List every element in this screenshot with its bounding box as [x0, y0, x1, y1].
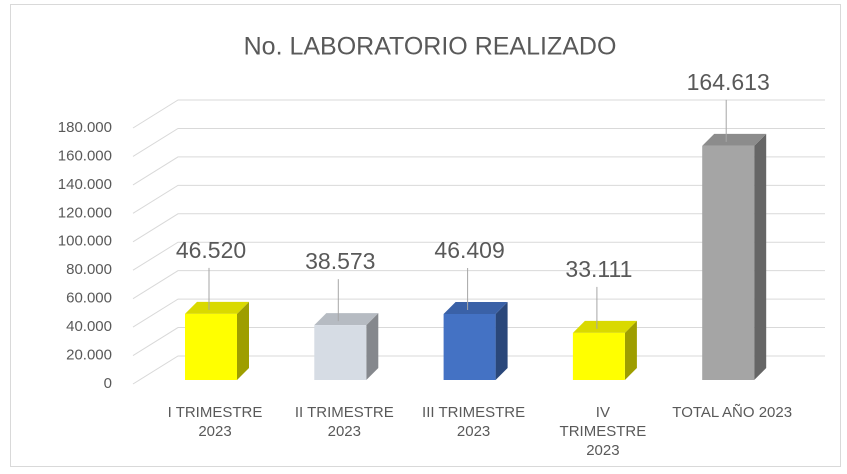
y-tick-label: 100.000 — [58, 233, 112, 250]
y-tick-label: 60.000 — [66, 290, 112, 307]
chart-title: No. LABORATORIO REALIZADO — [244, 33, 617, 61]
y-tick-label: 80.000 — [66, 261, 112, 278]
value-label: 33.111 — [565, 256, 632, 282]
bar — [185, 301, 249, 380]
x-tick-label: TOTAL AÑO 2023 — [672, 404, 793, 421]
grid-line — [132, 241, 825, 271]
bar-top — [443, 301, 508, 314]
bar-front — [702, 145, 755, 380]
bar-side — [237, 301, 249, 380]
value-label: 46.520 — [176, 237, 246, 263]
bar — [702, 133, 767, 380]
y-tick-label: 160.000 — [58, 147, 112, 164]
bar-top — [572, 320, 637, 333]
bar-top — [702, 133, 767, 146]
bar-front — [572, 332, 625, 380]
value-label: 164.613 — [687, 69, 770, 95]
value-label: 46.409 — [434, 237, 504, 263]
bar — [314, 313, 379, 380]
bar-side — [366, 313, 379, 380]
bar — [572, 320, 637, 380]
grid-line — [132, 99, 825, 129]
bar-side — [754, 133, 767, 380]
bar-side — [624, 320, 637, 380]
y-tick-label: 180.000 — [58, 119, 112, 136]
chart-border — [10, 4, 841, 467]
value-label: 38.573 — [305, 248, 375, 274]
bar — [443, 301, 508, 380]
grid-line — [132, 156, 825, 186]
grid-line — [132, 270, 825, 300]
y-tick-label: 20.000 — [66, 347, 112, 364]
grid-line — [132, 213, 825, 243]
grid-line — [132, 127, 825, 157]
x-tick-label: I TRIMESTRE 2023 — [167, 404, 263, 440]
bar-side — [495, 301, 508, 380]
grid-line — [132, 184, 825, 214]
bar-top — [314, 313, 379, 326]
y-tick-label: 120.000 — [58, 204, 112, 221]
y-tick-label: 40.000 — [66, 318, 112, 335]
y-tick-label: 0 — [104, 375, 112, 392]
bar-front — [185, 313, 237, 380]
x-tick-label: IV TRIMESTRE 2023 — [559, 404, 647, 459]
x-tick-label: III TRIMESTRE 2023 — [422, 404, 526, 440]
grid-line — [132, 298, 825, 328]
y-tick-label: 140.000 — [58, 176, 112, 193]
bar-top — [185, 301, 249, 314]
x-tick-label: II TRIMESTRE 2023 — [294, 404, 394, 440]
bar-front — [443, 313, 496, 380]
bar-front — [314, 325, 367, 380]
